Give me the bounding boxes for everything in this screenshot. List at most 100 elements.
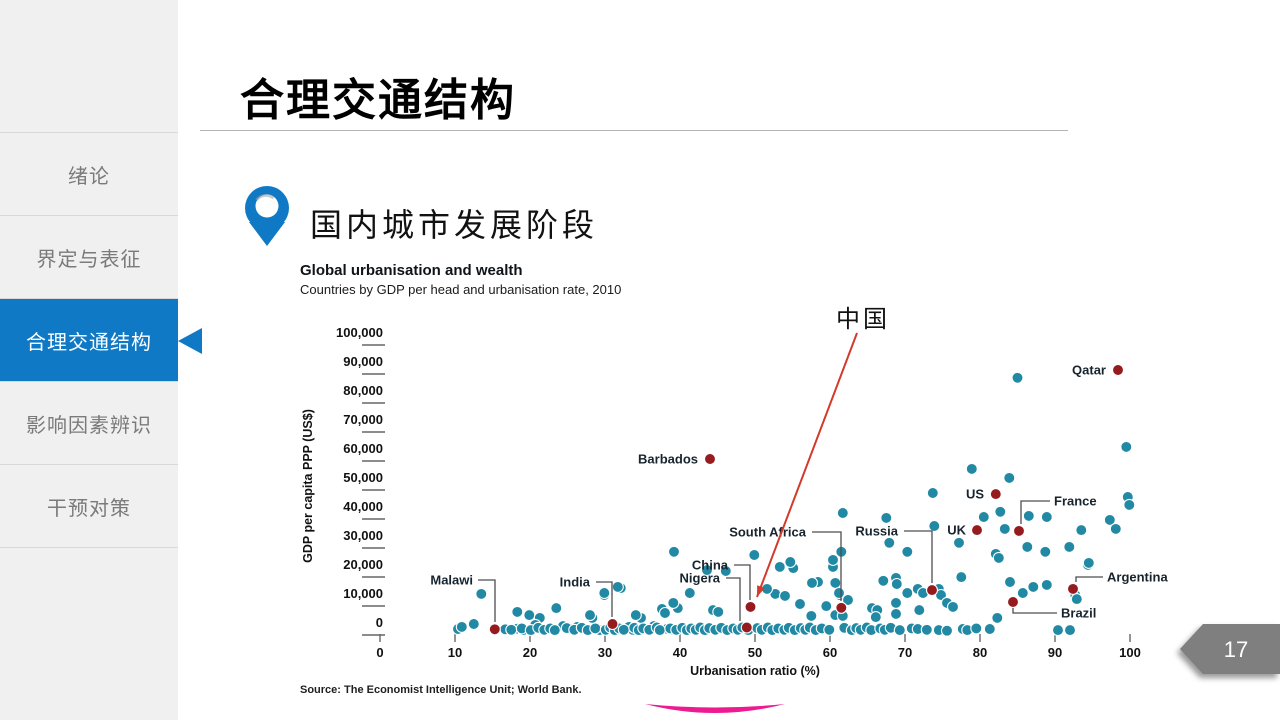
- data-point: [913, 604, 926, 617]
- sidebar-item-factors[interactable]: 影响因素辨识: [0, 382, 178, 465]
- data-point: [823, 623, 836, 636]
- data-point: [952, 536, 966, 549]
- pink-crescent-decoration: [645, 704, 785, 713]
- data-point: [926, 486, 939, 500]
- data-point: [880, 511, 893, 524]
- chart-subtitle: Countries by GDP per head and urbanisati…: [300, 282, 622, 297]
- sidebar-spacer: [0, 0, 178, 133]
- y-tick-label: 0: [376, 615, 383, 630]
- data-point: [901, 545, 914, 558]
- data-point: [1027, 580, 1040, 593]
- data-point: [1082, 556, 1095, 569]
- sidebar-item-structure-active[interactable]: 合理交通结构: [0, 299, 178, 382]
- country-label: Barbados: [638, 452, 698, 467]
- highlight-point: [1066, 582, 1080, 595]
- data-point: [1123, 498, 1136, 511]
- data-point: [883, 536, 896, 549]
- data-point: [712, 605, 725, 618]
- page-number-flag: 17: [1178, 622, 1280, 680]
- x-tick-label: 0: [376, 645, 383, 660]
- country-label: Brazil: [1061, 606, 1096, 621]
- country-label: UK: [947, 523, 966, 538]
- label-connector: [904, 530, 933, 583]
- data-point: [970, 622, 983, 635]
- country-label: South Africa: [729, 525, 807, 540]
- data-point: [983, 622, 996, 636]
- data-point: [965, 462, 978, 475]
- data-point: [869, 611, 882, 624]
- country-label: US: [966, 487, 984, 502]
- data-point: [805, 576, 819, 589]
- label-connector: [596, 581, 613, 617]
- highlight-point: [1006, 595, 1020, 609]
- sidebar: 绪论 界定与表征 合理交通结构 影响因素辨识 干预对策: [0, 0, 178, 720]
- chart-source: Source: The Economist Intelligence Unit;…: [300, 684, 582, 696]
- x-tick-label: 10: [448, 645, 462, 660]
- data-point: [475, 587, 488, 600]
- country-label: Argentina: [1107, 570, 1168, 585]
- data-point: [1109, 522, 1122, 535]
- country-label: India: [560, 575, 591, 590]
- bullet-heading: 国内城市发展阶段: [310, 207, 599, 243]
- x-axis-title: Urbanisation ratio (%): [690, 664, 820, 678]
- highlight-point: [1012, 524, 1026, 537]
- highlight-point: [740, 621, 753, 634]
- data-point: [1003, 471, 1016, 484]
- sidebar-item-label: 绪论: [68, 165, 110, 188]
- data-point: [1051, 624, 1065, 637]
- data-point: [1040, 510, 1053, 524]
- highlight-point: [970, 524, 984, 537]
- x-tick-label: 40: [673, 645, 687, 660]
- country-label: France: [1054, 494, 1097, 509]
- data-point: [1063, 624, 1077, 637]
- sidebar-item-intro[interactable]: 绪论: [0, 133, 178, 216]
- y-tick-label: 30,000: [343, 528, 383, 543]
- data-point: [1021, 540, 1034, 553]
- data-point: [455, 620, 468, 633]
- sidebar-item-definition[interactable]: 界定与表征: [0, 216, 178, 299]
- data-point: [598, 586, 611, 600]
- y-tick-label: 100,000: [336, 325, 383, 340]
- x-tick-label: 90: [1048, 645, 1062, 660]
- data-point: [826, 553, 840, 566]
- country-label: Malawi: [430, 573, 473, 588]
- data-point: [658, 606, 672, 620]
- data-point: [683, 586, 696, 600]
- data-point: [994, 505, 1007, 518]
- data-point: [784, 555, 797, 569]
- highlight-point: [703, 452, 717, 466]
- data-point: [901, 586, 914, 600]
- sidebar-item-measures[interactable]: 干预对策: [0, 465, 178, 548]
- label-connector: [1012, 608, 1057, 614]
- data-point: [820, 600, 833, 613]
- sidebar-item-label: 干预对策: [47, 497, 131, 520]
- data-point: [877, 574, 890, 587]
- scatter-chart: 0 10,000 20,000 30,000 40,000 50,000 60,000 70,…: [301, 306, 1168, 678]
- y-tick-label: 50,000: [343, 470, 383, 485]
- data-point: [893, 624, 906, 637]
- y-tick-label: 40,000: [343, 499, 383, 514]
- y-tick-label: 90,000: [343, 354, 383, 369]
- data-point: [773, 560, 786, 573]
- flag-shape: [1180, 624, 1280, 674]
- y-tick-label: 60,000: [343, 441, 383, 456]
- data-point: [793, 597, 807, 611]
- data-point: [748, 548, 761, 562]
- data-point: [1063, 540, 1076, 553]
- x-tick-label: 100: [1119, 645, 1141, 660]
- x-tick-label: 30: [598, 645, 612, 660]
- data-point: [667, 545, 681, 558]
- data-point: [1075, 524, 1088, 537]
- data-point: [992, 551, 1005, 564]
- data-point: [889, 596, 903, 609]
- y-tick-label: 20,000: [343, 557, 383, 572]
- china-annotation-arrowhead: [757, 585, 765, 597]
- y-axis-title: GDP per capita PPP (US$): [301, 409, 315, 563]
- label-connector: [1075, 576, 1103, 582]
- highlight-point: [925, 584, 939, 597]
- country-label: China: [692, 558, 729, 573]
- data-point: [653, 624, 666, 637]
- label-connector: [478, 579, 496, 622]
- data-point: [805, 609, 818, 622]
- data-point: [829, 576, 842, 589]
